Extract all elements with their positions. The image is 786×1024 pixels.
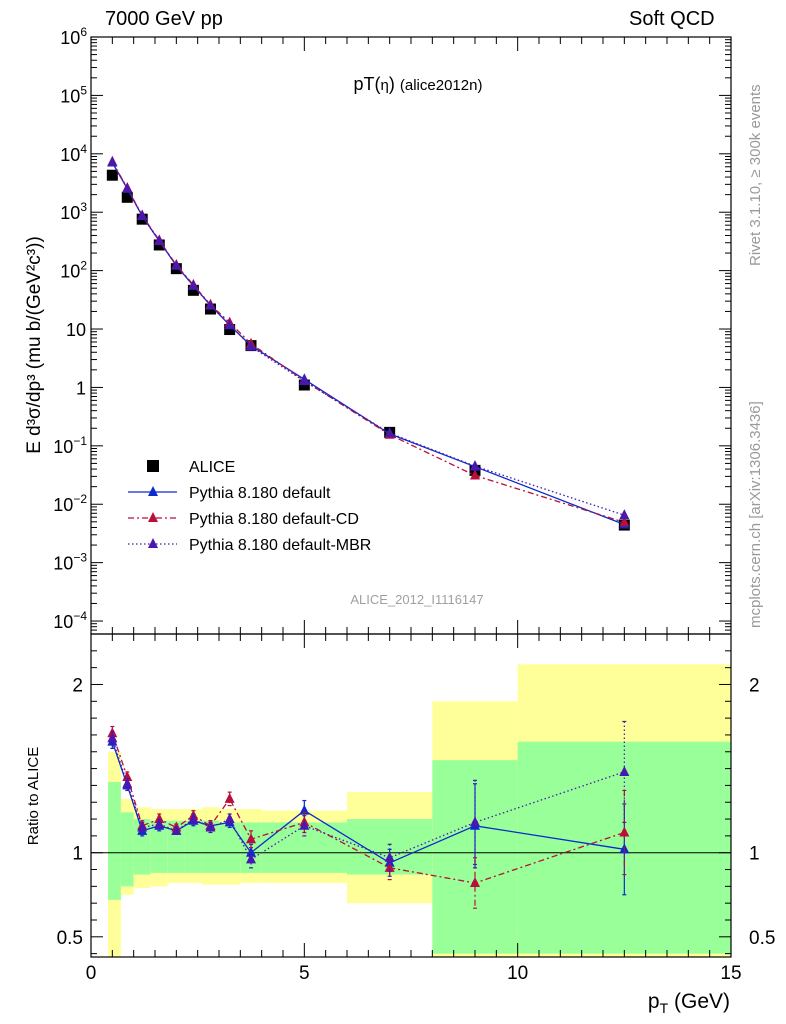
ratio-point-triangle	[246, 853, 256, 864]
legend-marker-triangle	[148, 486, 158, 496]
data-point-triangle	[384, 427, 395, 438]
header-left: 7000 GeV pp	[105, 8, 223, 30]
uncertainty-band-inner	[133, 819, 151, 875]
ratio-point-triangle	[299, 819, 310, 830]
ratio-point-triangle	[122, 770, 133, 781]
uncertainty-band-inner	[201, 820, 219, 873]
ratio-point-triangle	[122, 777, 133, 788]
main-plot-frame	[90, 36, 732, 635]
y-tick-label: 10−1	[53, 434, 87, 457]
data-point-triangle	[246, 340, 256, 351]
ratio-point-triangle	[171, 824, 182, 835]
ratio-point-triangle	[107, 732, 118, 743]
ratio-point-triangle	[154, 813, 165, 824]
data-point-alice	[224, 324, 236, 336]
ratio-point-triangle	[154, 818, 165, 829]
ratio-point-triangle	[246, 833, 256, 844]
y-tick-label: 10−4	[53, 609, 87, 632]
data-point-triangle	[619, 509, 630, 520]
x-tick-label: 0	[86, 963, 97, 984]
data-point-triangle	[205, 299, 216, 310]
y-tick-label: 103	[60, 200, 87, 223]
ratio-point-triangle	[619, 765, 630, 776]
legend-marker-triangle	[148, 538, 158, 548]
data-point-triangle	[299, 375, 310, 386]
data-point-triangle	[470, 469, 480, 480]
y-tick-label: 10−3	[53, 551, 87, 574]
ratio-y-tick-label-right: 1	[749, 844, 760, 865]
data-point-triangle	[122, 182, 133, 193]
ratio-point-triangle	[384, 851, 395, 862]
uncertainty-band-inner	[120, 812, 134, 887]
ratio-point-triangle	[137, 821, 148, 832]
x-axis-label: pT (GeV)	[648, 990, 730, 1016]
ratio-point-triangle	[205, 821, 216, 832]
uncertainty-band-inner	[184, 820, 202, 873]
uncertainty-band-inner	[219, 822, 241, 873]
y-tick-label: 104	[60, 142, 87, 165]
legend-entry: Pythia 8.180 default	[189, 485, 331, 502]
analysis-watermark: ALICE_2012_I1116147	[350, 592, 483, 607]
x-tick-label: 10	[507, 963, 528, 984]
y-axis-label: E d³σ/dp³ (mu b/(GeV²c³))	[24, 236, 45, 454]
uncertainty-band-inner	[150, 820, 168, 873]
y-tick-label: 102	[60, 259, 87, 282]
ratio-point-triangle	[224, 792, 235, 803]
ratio-point-triangle	[188, 813, 199, 824]
rivet-label: Rivet 3.1.10, ≥ 300k events	[747, 84, 764, 266]
ratio-y-tick-label: 0.5	[57, 928, 83, 949]
y-axis-label-text: E d³σ/dp³ (mu b/(GeV²c³))	[24, 236, 45, 454]
ratio-y-tick-label-right: 0.5	[749, 928, 775, 949]
y-tick-label: 105	[60, 83, 87, 106]
ratio-y-tick-label: 2	[72, 675, 83, 696]
data-point-triangle	[154, 234, 165, 245]
data-point-alice	[121, 191, 133, 203]
y-tick-label: 106	[60, 25, 87, 48]
main-panel: 10−4 10−3 10−2 10−1 1 10 102 103 104 105 106 pT(η) …	[24, 25, 732, 635]
ratio-y-axis-label-text: Ratio to ALICE	[25, 747, 42, 845]
legend-marker-alice	[147, 460, 159, 472]
data-point-triangle	[137, 209, 148, 220]
legend-entry: Pythia 8.180 default-CD	[189, 511, 359, 528]
ratio-point-triangle	[470, 876, 480, 887]
data-point-triangle	[470, 460, 480, 471]
y-tick-label: 10	[66, 320, 86, 340]
uncertainty-band-inner	[108, 782, 121, 900]
header-right: Soft QCD	[629, 8, 715, 30]
ratio-panel: 0 5 10 15 0.5 0.5 1 1 2 2 Ratio to ALICE pT (GeV)	[25, 633, 775, 1016]
data-point-triangle	[171, 259, 182, 270]
legend-marker-triangle	[148, 512, 158, 522]
legend-entry: ALICE	[189, 459, 235, 476]
x-tick-label: 15	[720, 963, 741, 984]
ratio-y-axis-label: Ratio to ALICE	[25, 747, 42, 845]
data-point-alice	[187, 284, 199, 296]
ratio-point-triangle	[384, 861, 395, 872]
mcplots-label: mcplots.cern.ch [arXiv:1306.3436]	[747, 401, 764, 628]
y-tick-label: 10−2	[53, 492, 87, 515]
data-point-alice	[106, 169, 118, 181]
x-tick-label: 5	[299, 963, 310, 984]
data-point-triangle	[188, 279, 199, 290]
chart-title: pT(η) (alice2012n)	[354, 74, 483, 94]
y-tick-label: 1	[76, 378, 86, 398]
data-point-triangle	[224, 318, 235, 329]
ratio-point-triangle	[224, 813, 235, 824]
data-point-triangle	[619, 516, 630, 527]
ratio-point-triangle	[470, 816, 480, 827]
ratio-y-tick-label-right: 2	[749, 675, 760, 696]
data-point-triangle	[107, 156, 118, 167]
legend-entry: Pythia 8.180 default-MBR	[189, 537, 371, 554]
ratio-point-triangle	[299, 804, 310, 815]
ratio-point-triangle	[619, 826, 630, 837]
ratio-y-tick-label: 1	[72, 844, 83, 865]
